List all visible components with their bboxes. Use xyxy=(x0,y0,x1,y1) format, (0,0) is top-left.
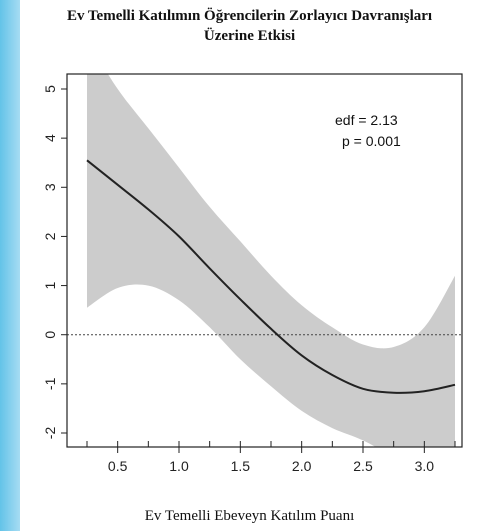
y-tick-label: 2 xyxy=(42,232,58,240)
chart-title-line-1: Ev Temelli Katılımın Öğrencilerin Zorlay… xyxy=(66,8,433,24)
plot-frame xyxy=(66,73,463,448)
y-tick-label: -2 xyxy=(42,427,58,440)
confidence-band xyxy=(87,74,455,447)
x-tick-label: 1.5 xyxy=(231,458,251,474)
y-tick-label: 0 xyxy=(42,331,58,339)
x-tick-label: 3.0 xyxy=(415,458,435,474)
x-axis-label: Ev Temelli Ebeveyn Katılım Puanı xyxy=(144,508,355,524)
chart-figure: Ev Temelli Katılımın Öğrencilerin Zorlay… xyxy=(20,0,479,531)
edf-annotation: edf = 2.13 xyxy=(335,112,398,128)
x-tick-label: 2.5 xyxy=(353,458,373,474)
y-tick-label: 4 xyxy=(42,134,58,142)
y-tick-label: 5 xyxy=(42,85,58,93)
chart-svg: 0.5 1.0 1.5 2.0 2.5 3.0 -2 -1 0 1 2 3 4 5 edf = 2.13… xyxy=(42,73,463,474)
x-tick-label: 1.0 xyxy=(169,458,189,474)
decorative-side-band xyxy=(0,0,20,531)
y-tick-label: 3 xyxy=(42,183,58,191)
chart-title: Ev Temelli Katılımın Öğrencilerin Zorlay… xyxy=(20,6,479,46)
p-value-annotation: p = 0.001 xyxy=(342,133,401,149)
y-tick-label: 1 xyxy=(42,281,58,289)
chart-title-line-2: Üzerine Etkisi xyxy=(203,28,296,44)
x-tick-label: 2.0 xyxy=(292,458,312,474)
y-tick-label: -1 xyxy=(42,377,58,390)
fitted-line xyxy=(86,159,456,394)
x-tick-label: 0.5 xyxy=(108,458,128,474)
